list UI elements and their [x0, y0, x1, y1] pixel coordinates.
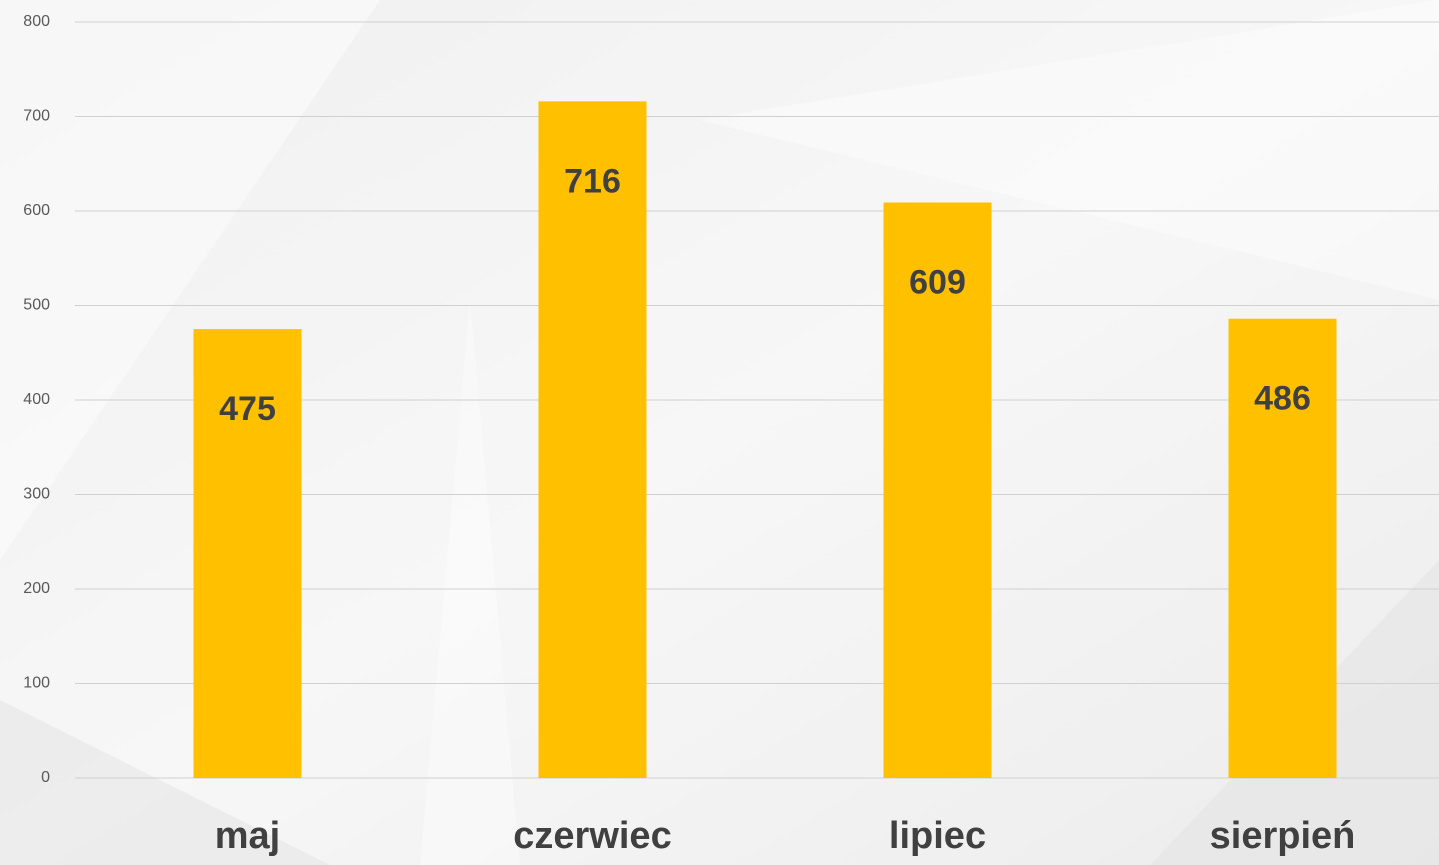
- x-tick-label: czerwiec: [513, 815, 671, 857]
- bg-shape: [0, 0, 380, 560]
- bar: [193, 329, 302, 778]
- y-tick-label: 500: [23, 297, 50, 314]
- bg-shape: [420, 300, 520, 865]
- x-tick-label: maj: [215, 815, 280, 857]
- bg-shape: [700, 0, 1439, 300]
- y-tick-label: 0: [41, 769, 50, 786]
- y-tick-label: 300: [23, 486, 50, 503]
- data-label: 716: [564, 162, 621, 200]
- y-tick-label: 400: [23, 391, 50, 408]
- y-tick-label: 200: [23, 580, 50, 597]
- bar: [883, 202, 992, 778]
- y-tick-label: 100: [23, 675, 50, 692]
- x-tick-label: lipiec: [889, 815, 986, 857]
- data-label: 486: [1254, 380, 1311, 418]
- y-tick-label: 800: [23, 13, 50, 30]
- y-tick-label: 600: [23, 202, 50, 219]
- x-tick-label: sierpień: [1210, 815, 1356, 857]
- data-label: 475: [219, 390, 276, 428]
- bar: [538, 101, 647, 778]
- y-tick-label: 700: [23, 108, 50, 125]
- bar: [1228, 318, 1337, 778]
- data-label: 609: [909, 263, 966, 301]
- bg-shape: [0, 700, 330, 865]
